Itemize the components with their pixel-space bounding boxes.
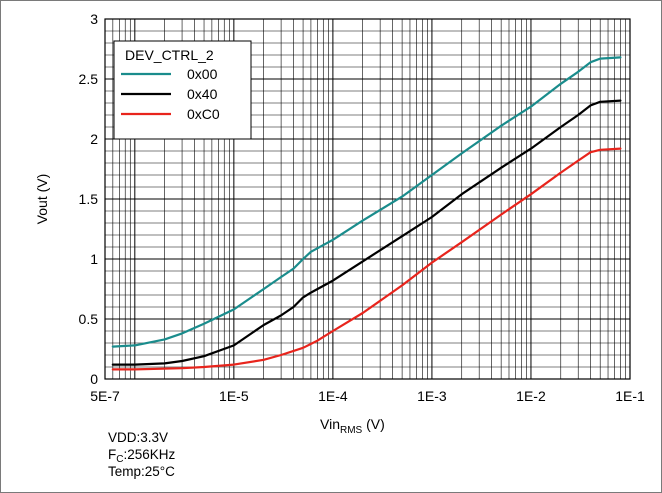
y-tick-label: 1 bbox=[90, 251, 98, 267]
x-tick-label: 1E-5 bbox=[219, 388, 249, 404]
legend-box bbox=[113, 40, 252, 140]
y-tick-label: 2 bbox=[90, 131, 98, 147]
series-line-0x40 bbox=[111, 99, 622, 366]
series-layer bbox=[111, 56, 622, 371]
x-tick-label: 1E-4 bbox=[318, 388, 348, 404]
condition-fc-main: F bbox=[108, 447, 116, 462]
legend-title: DEV_CTRL_2 bbox=[125, 47, 214, 63]
x-axis-title-unit: (V) bbox=[362, 416, 385, 432]
y-tick-label: 1.5 bbox=[79, 191, 99, 207]
y-axis-title: Vout (V) bbox=[34, 174, 50, 225]
x-tick-label: 1E-1 bbox=[615, 388, 645, 404]
condition-temp: Temp:25°C bbox=[108, 464, 175, 479]
legend: DEV_CTRL_2 0x00 0x40 0xC0 bbox=[113, 40, 252, 140]
y-tick-labels: 0 0.5 1 1.5 2 2.5 3 bbox=[79, 11, 99, 387]
condition-fc: FC:256KHz bbox=[108, 447, 176, 465]
y-tick-label: 2.5 bbox=[79, 71, 99, 87]
legend-label-0x40: 0x40 bbox=[187, 86, 218, 102]
y-tick-label: 3 bbox=[90, 11, 98, 27]
legend-label-0x00: 0x00 bbox=[187, 66, 218, 82]
x-tick-label: 1E-2 bbox=[516, 388, 546, 404]
legend-entries: 0x00 0x40 0xC0 bbox=[121, 66, 220, 122]
series-line-0x00 bbox=[111, 56, 622, 348]
x-axis-title: VinRMS (V) bbox=[320, 416, 385, 436]
condition-fc-value: :256KHz bbox=[123, 447, 175, 462]
x-tick-label: 1E-3 bbox=[417, 388, 447, 404]
x-axis-title-main: Vin bbox=[320, 416, 340, 432]
plot-border bbox=[104, 18, 631, 380]
y-tick-label: 0 bbox=[90, 371, 98, 387]
test-conditions: VDD:3.3V FC:256KHz Temp:25°C bbox=[108, 430, 176, 479]
y-tick-label: 0.5 bbox=[79, 311, 99, 327]
condition-vdd: VDD:3.3V bbox=[108, 430, 168, 445]
condition-fc-sub: C bbox=[116, 454, 123, 465]
series-line-0xc0 bbox=[111, 147, 622, 371]
x-tick-label: 5E-7 bbox=[90, 388, 120, 404]
legend-label-0xc0: 0xC0 bbox=[187, 106, 220, 122]
x-axis-title-sub: RMS bbox=[340, 425, 363, 436]
x-tick-labels: 5E-7 1E-5 1E-4 1E-3 1E-2 1E-1 bbox=[90, 388, 645, 404]
